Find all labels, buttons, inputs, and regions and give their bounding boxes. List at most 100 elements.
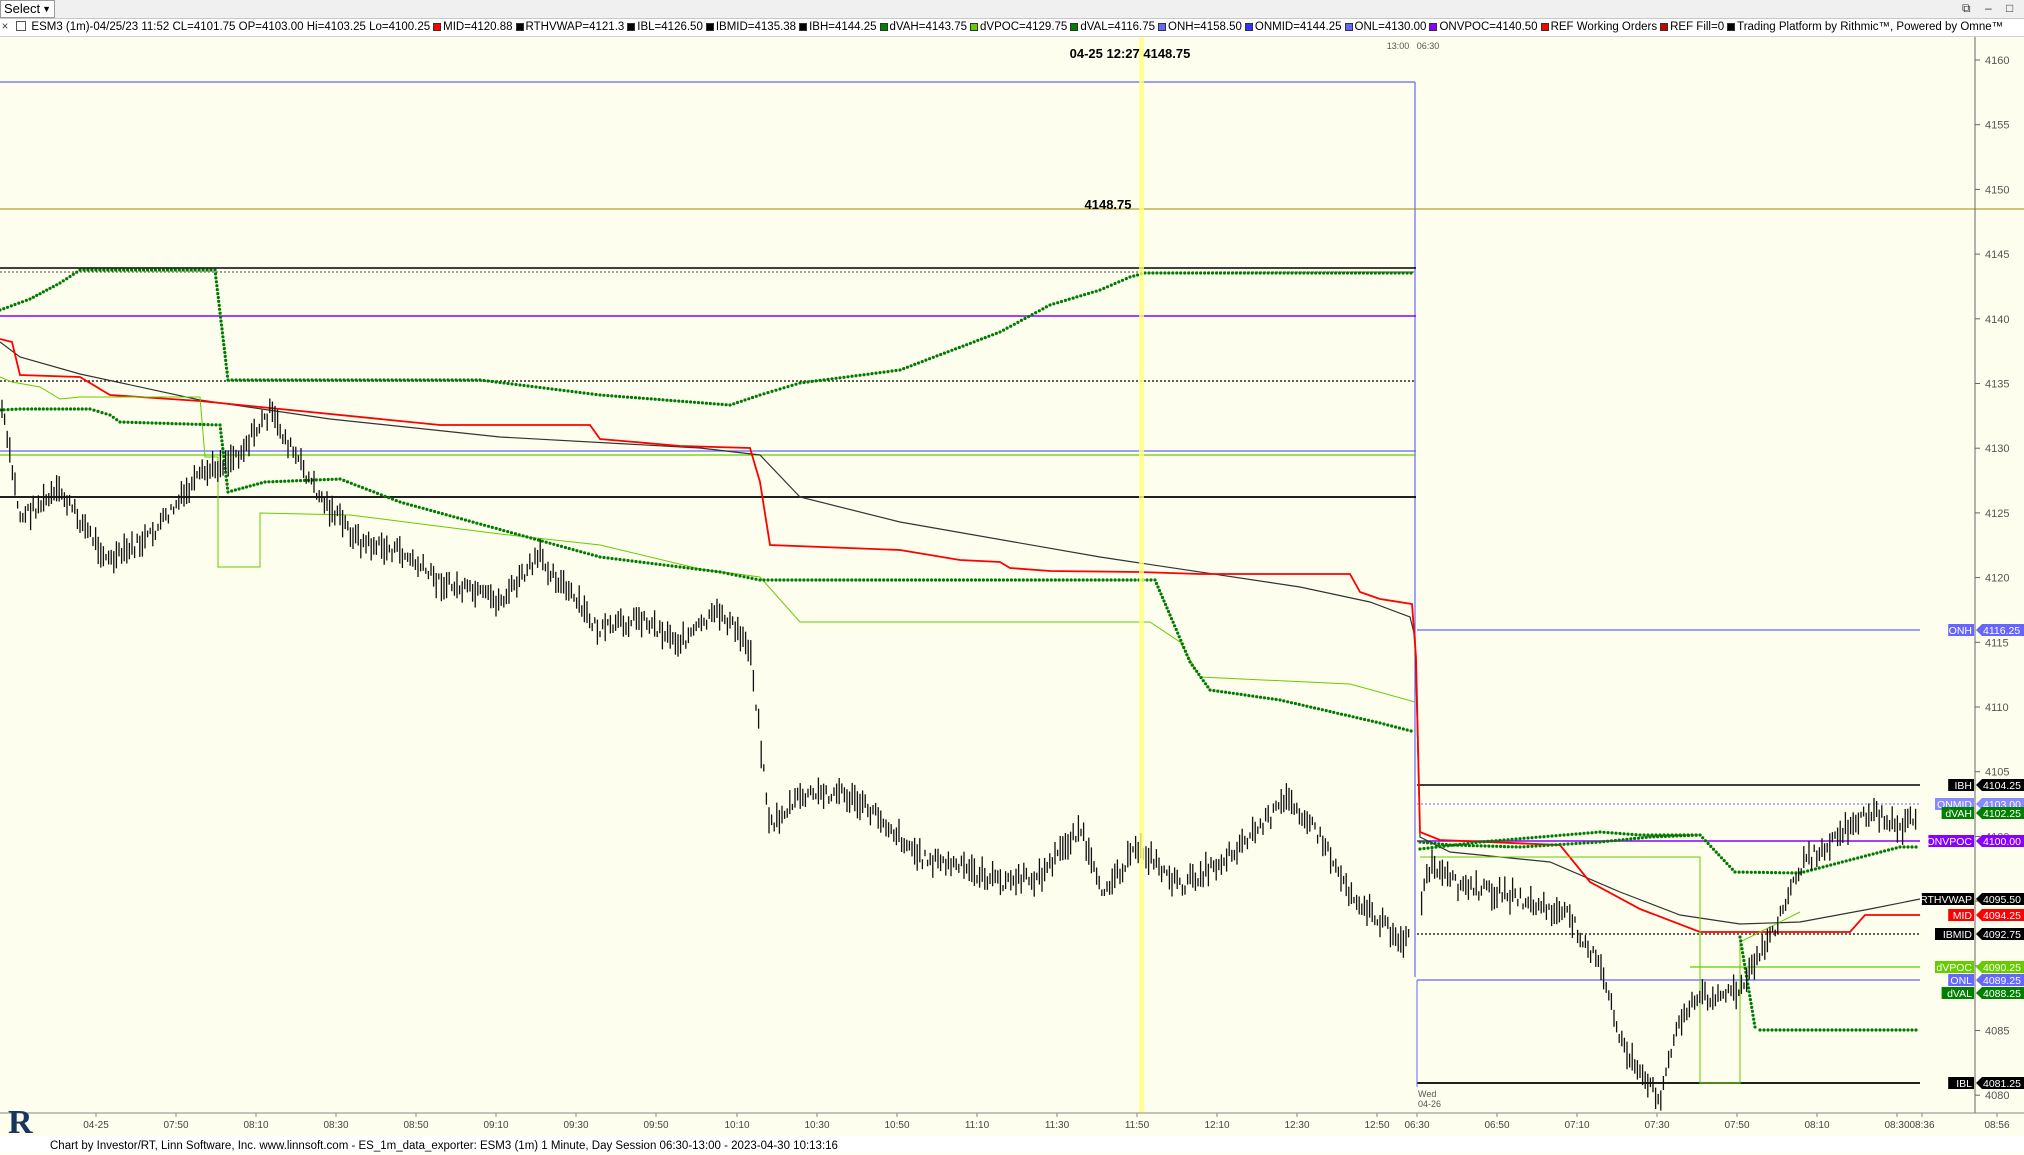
value-area-dot xyxy=(1109,283,1113,287)
value-area-dot xyxy=(1753,1025,1757,1029)
value-area-dot xyxy=(526,384,530,388)
close-icon[interactable]: × xyxy=(1,21,9,33)
value-area-dot xyxy=(1316,707,1321,711)
value-area-dot xyxy=(550,387,554,391)
value-area-dot xyxy=(1075,295,1079,299)
value-area-dot xyxy=(215,284,219,288)
legend-item: IBL=4126.50 xyxy=(637,21,703,33)
value-area-dot xyxy=(1117,280,1121,284)
value-area-dot xyxy=(442,378,446,382)
value-area-dot xyxy=(1298,271,1302,275)
value-area-dot xyxy=(945,578,950,582)
value-area-dot xyxy=(1012,322,1016,326)
value-area-dot xyxy=(222,454,226,459)
value-area-dot xyxy=(1538,844,1542,848)
value-area-dot xyxy=(1166,609,1171,614)
value-area-dot xyxy=(314,478,318,482)
value-area-dot xyxy=(1550,834,1554,838)
value-area-dot xyxy=(661,398,665,402)
value-area-dot xyxy=(1159,271,1163,275)
price-tag-dval: dVAL 4088.25 xyxy=(1941,987,2024,1000)
value-area-dot xyxy=(1606,839,1610,843)
value-area-dot xyxy=(41,290,45,294)
value-area-dot xyxy=(754,394,758,398)
value-area-dot xyxy=(357,484,361,488)
value-area-dot xyxy=(1169,617,1174,621)
value-area-dot xyxy=(166,421,170,425)
value-area-dot xyxy=(1326,271,1330,275)
value-area-dot xyxy=(470,378,474,382)
value-area-dot xyxy=(905,365,910,369)
value-area-dot xyxy=(1286,700,1290,704)
cursor-readout: 04-25 12:27 4148.75 xyxy=(1070,46,1191,61)
value-area-dot xyxy=(794,578,798,582)
value-area-dot xyxy=(479,522,483,526)
value-area-dot xyxy=(747,397,751,401)
price-tag-value: 4095.50 xyxy=(1983,894,2021,906)
value-area-dot xyxy=(138,268,142,272)
maximize-icon[interactable]: □ xyxy=(2006,1,2014,15)
day-label: Wed xyxy=(1418,1089,1436,1099)
value-area-dot xyxy=(1135,273,1140,277)
value-area-dot xyxy=(219,315,223,319)
value-area-dot xyxy=(370,378,374,382)
price-chart[interactable]: 04-25 12:27 4148.75 4148.75 13:00 06:30 … xyxy=(0,37,2024,1136)
value-area-dot xyxy=(826,578,830,582)
value-area-dot xyxy=(429,508,433,513)
value-area-dot xyxy=(94,268,98,272)
value-area-dot xyxy=(842,578,846,582)
value-area-dot xyxy=(1314,271,1318,275)
x-tick-label: 10:10 xyxy=(724,1120,749,1131)
minimize-icon[interactable]: – xyxy=(1985,1,1992,15)
value-area-dot xyxy=(954,347,958,351)
value-area-dot xyxy=(1546,843,1550,847)
value-area-dot xyxy=(1293,701,1297,706)
value-area-dot xyxy=(1786,1028,1790,1032)
value-area-dot xyxy=(177,268,181,272)
value-area-dot xyxy=(1246,271,1250,275)
value-area-dot xyxy=(1518,845,1522,849)
value-area-dot xyxy=(88,407,92,411)
value-area-dot xyxy=(141,268,146,272)
restore-window-icon[interactable]: ⧉ xyxy=(1962,1,1971,15)
value-area-dot xyxy=(846,375,850,379)
value-area-dot xyxy=(219,435,223,439)
value-area-dot xyxy=(1226,271,1230,275)
value-area-dot xyxy=(1663,834,1667,839)
value-area-dot xyxy=(61,407,65,411)
value-area-dot xyxy=(1041,578,1045,582)
value-area-dot xyxy=(366,378,370,382)
value-area-dot xyxy=(766,578,770,582)
select-dropdown[interactable]: Select ▼ xyxy=(0,0,55,18)
value-area-dot xyxy=(1124,277,1128,281)
value-area-dot xyxy=(1826,1028,1830,1032)
value-area-dot xyxy=(82,268,86,272)
value-area-dot xyxy=(1097,578,1101,582)
value-area-dot xyxy=(338,477,342,481)
value-area-dot xyxy=(1147,271,1151,275)
legend-swatch xyxy=(627,23,636,31)
value-area-dot xyxy=(513,532,518,536)
value-area-dot xyxy=(452,515,456,519)
value-area-dot xyxy=(334,378,338,382)
value-area-dot xyxy=(976,338,980,342)
legend-swatch xyxy=(1344,23,1353,31)
value-area-dot xyxy=(546,386,550,391)
value-area-dot xyxy=(150,421,154,425)
value-area-dot xyxy=(502,381,506,385)
value-area-dot xyxy=(1149,578,1153,582)
value-area-dot xyxy=(862,578,866,582)
value-area-dot xyxy=(14,407,18,411)
value-area-dot xyxy=(509,531,514,535)
value-area-dot xyxy=(456,516,460,520)
value-area-dot xyxy=(65,277,69,281)
price-tag-name: ONVPOC xyxy=(1926,836,1972,848)
value-area-dot xyxy=(1355,716,1359,720)
value-area-dot xyxy=(530,384,534,389)
value-area-dot xyxy=(1730,867,1734,871)
value-area-dot xyxy=(742,575,746,579)
window-box-icon[interactable] xyxy=(16,21,27,31)
value-area-dot xyxy=(37,407,42,411)
value-area-dot xyxy=(931,355,935,359)
value-area-dot xyxy=(346,378,350,382)
